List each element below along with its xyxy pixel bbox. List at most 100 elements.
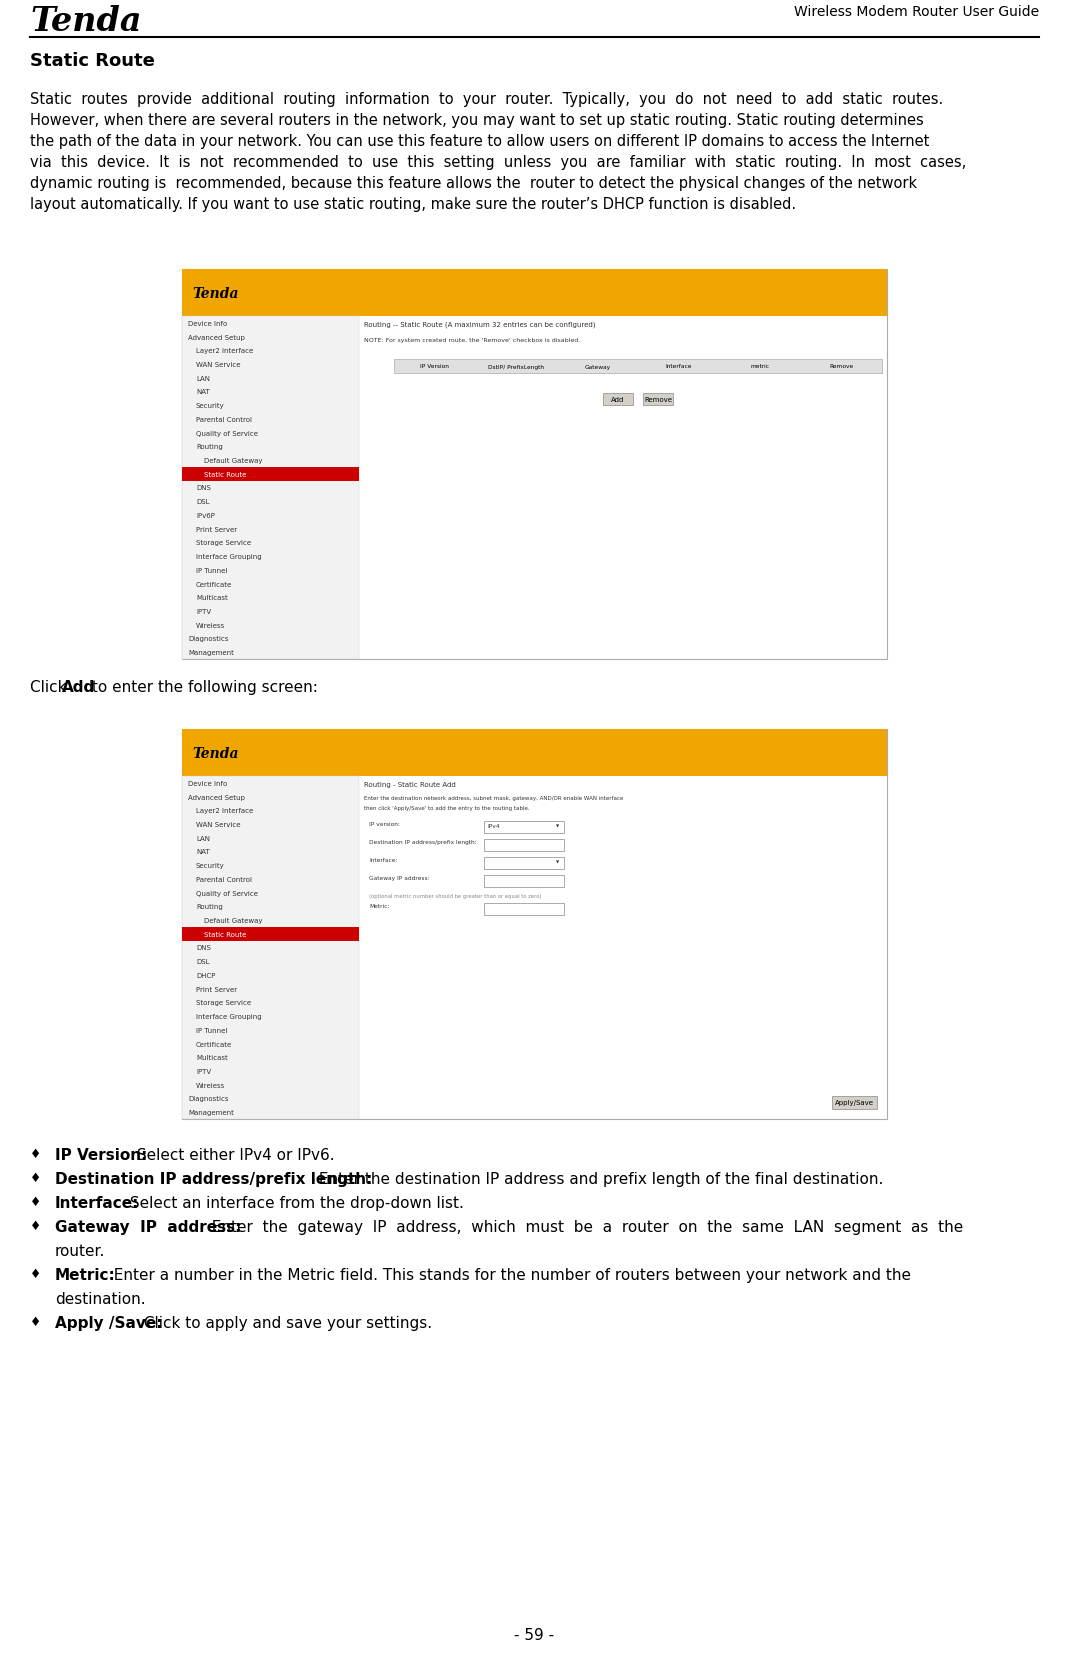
Text: the path of the data in your network. You can use this feature to allow users on: the path of the data in your network. Yo… — [30, 134, 929, 149]
Text: IP Version: IP Version — [420, 364, 449, 369]
Text: Routing -- Static Route (A maximum 32 entries can be configured): Routing -- Static Route (A maximum 32 en… — [365, 321, 595, 328]
Text: Routing - Static Route Add: Routing - Static Route Add — [365, 781, 455, 788]
Bar — [182, 270, 887, 316]
Text: DSL: DSL — [196, 958, 210, 965]
Text: (optional metric number should be greater than or equal to zero): (optional metric number should be greate… — [369, 894, 542, 899]
Text: Tenda: Tenda — [30, 5, 141, 38]
Text: IPv6P: IPv6P — [196, 513, 215, 518]
Text: NAT: NAT — [196, 389, 210, 396]
Text: Gateway  IP  address:: Gateway IP address: — [55, 1220, 242, 1235]
Text: dynamic routing is  recommended, because this feature allows the  router to dete: dynamic routing is recommended, because … — [30, 175, 917, 190]
Bar — [484, 875, 564, 887]
Text: destination.: destination. — [55, 1291, 145, 1306]
Bar — [484, 839, 564, 851]
Text: ♦: ♦ — [30, 1172, 42, 1185]
Text: Parental Control: Parental Control — [196, 417, 252, 422]
Text: Management: Management — [188, 650, 234, 655]
Text: Print Server: Print Server — [196, 986, 237, 991]
Text: Default Gateway: Default Gateway — [204, 917, 263, 923]
Text: Static  routes  provide  additional  routing  information  to  your  router.  Ty: Static routes provide additional routing… — [30, 93, 943, 108]
Text: DSL: DSL — [196, 498, 210, 505]
Text: Management: Management — [188, 1109, 234, 1115]
Text: Static Route: Static Route — [30, 51, 155, 70]
Bar — [182, 270, 887, 660]
Text: However, when there are several routers in the network, you may want to set up s: However, when there are several routers … — [30, 113, 924, 127]
Text: Interface:: Interface: — [55, 1195, 139, 1210]
Text: then click 'Apply/Save' to add the entry to the routing table.: then click 'Apply/Save' to add the entry… — [365, 806, 529, 811]
Text: Interface Grouping: Interface Grouping — [196, 554, 262, 559]
Text: Advanced Setup: Advanced Setup — [188, 794, 245, 799]
Bar — [642, 394, 673, 405]
Text: DstIP/ PrefixLength: DstIP/ PrefixLength — [489, 364, 544, 369]
Bar — [182, 776, 359, 1119]
Text: Destination IP address/prefix length:: Destination IP address/prefix length: — [55, 1172, 372, 1187]
Text: Routing: Routing — [196, 444, 222, 450]
Text: IP version:: IP version: — [369, 821, 400, 826]
Text: Add: Add — [611, 397, 624, 402]
Text: Layer2 Interface: Layer2 Interface — [196, 348, 253, 354]
Text: Layer2 Interface: Layer2 Interface — [196, 808, 253, 814]
Bar — [182, 468, 359, 482]
Text: NAT: NAT — [196, 849, 210, 856]
Bar — [603, 394, 633, 405]
Text: Destination IP address/prefix length:: Destination IP address/prefix length: — [369, 839, 477, 844]
Text: Click to apply and save your settings.: Click to apply and save your settings. — [139, 1316, 432, 1331]
Text: Static Route: Static Route — [204, 932, 246, 937]
Bar — [182, 316, 359, 660]
Text: via  this  device.  It  is  not  recommended  to  use  this  setting  unless  yo: via this device. It is not recommended t… — [30, 156, 966, 170]
Text: Tenda: Tenda — [192, 746, 238, 760]
Text: NOTE: For system created route, the 'Remove' checkbox is disabled.: NOTE: For system created route, the 'Rem… — [365, 338, 580, 343]
Text: ♦: ♦ — [30, 1268, 42, 1281]
Text: IP Tunnel: IP Tunnel — [196, 1028, 228, 1033]
Text: Click: Click — [30, 680, 72, 695]
Text: Default Gateway: Default Gateway — [204, 458, 263, 463]
Text: Multicast: Multicast — [196, 594, 228, 601]
Bar — [394, 359, 882, 374]
Text: Tenda: Tenda — [192, 286, 238, 300]
Text: Certificate: Certificate — [196, 1041, 232, 1048]
Text: to enter the following screen:: to enter the following screen: — [87, 680, 317, 695]
Text: IPTV: IPTV — [196, 1069, 211, 1074]
Text: Wireless: Wireless — [196, 622, 226, 629]
Text: Remove: Remove — [644, 397, 672, 402]
Text: Multicast: Multicast — [196, 1054, 228, 1061]
Text: Security: Security — [196, 402, 224, 409]
Text: DNS: DNS — [196, 945, 211, 952]
Text: Add: Add — [62, 680, 95, 695]
Text: DNS: DNS — [196, 485, 211, 492]
Text: WAN Service: WAN Service — [196, 821, 241, 828]
Text: Enter a number in the Metric field. This stands for the number of routers betwee: Enter a number in the Metric field. This… — [104, 1268, 911, 1283]
Text: Print Server: Print Server — [196, 526, 237, 533]
Text: Wireless: Wireless — [196, 1082, 226, 1087]
Text: LAN: LAN — [196, 836, 210, 841]
Text: Gateway: Gateway — [585, 364, 610, 369]
Text: IP Tunnel: IP Tunnel — [196, 568, 228, 574]
Bar — [182, 730, 887, 1119]
Text: Storage Service: Storage Service — [196, 540, 251, 546]
Text: WAN Service: WAN Service — [196, 362, 241, 367]
Text: IPTV: IPTV — [196, 609, 211, 614]
Text: - 59 -: - 59 - — [514, 1627, 555, 1642]
Text: Select either IPv4 or IPv6.: Select either IPv4 or IPv6. — [131, 1147, 335, 1162]
Text: Quality of Service: Quality of Service — [196, 430, 258, 437]
Text: Advanced Setup: Advanced Setup — [188, 334, 245, 341]
Text: Remove: Remove — [830, 364, 853, 369]
Text: Enter the destination network address, subnet mask, gateway, AND/OR enable WAN i: Enter the destination network address, s… — [365, 796, 623, 801]
Text: Interface Grouping: Interface Grouping — [196, 1013, 262, 1019]
Text: Enter the destination IP address and prefix length of the final destination.: Enter the destination IP address and pre… — [314, 1172, 883, 1187]
Bar — [182, 927, 359, 942]
Text: LAN: LAN — [196, 376, 210, 382]
Text: Quality of Service: Quality of Service — [196, 890, 258, 895]
Text: Apply/Save: Apply/Save — [835, 1101, 874, 1106]
Text: Static Route: Static Route — [204, 472, 246, 478]
Text: Device Info: Device Info — [188, 321, 228, 326]
Text: Routing: Routing — [196, 904, 222, 910]
Text: Certificate: Certificate — [196, 581, 232, 588]
Text: Select an interface from the drop-down list.: Select an interface from the drop-down l… — [125, 1195, 464, 1210]
Text: Storage Service: Storage Service — [196, 1000, 251, 1006]
Text: Diagnostics: Diagnostics — [188, 1096, 229, 1102]
Text: Interface:: Interface: — [369, 857, 398, 862]
Bar — [484, 857, 564, 869]
Text: Parental Control: Parental Control — [196, 877, 252, 882]
Text: Metric:: Metric: — [55, 1268, 115, 1283]
